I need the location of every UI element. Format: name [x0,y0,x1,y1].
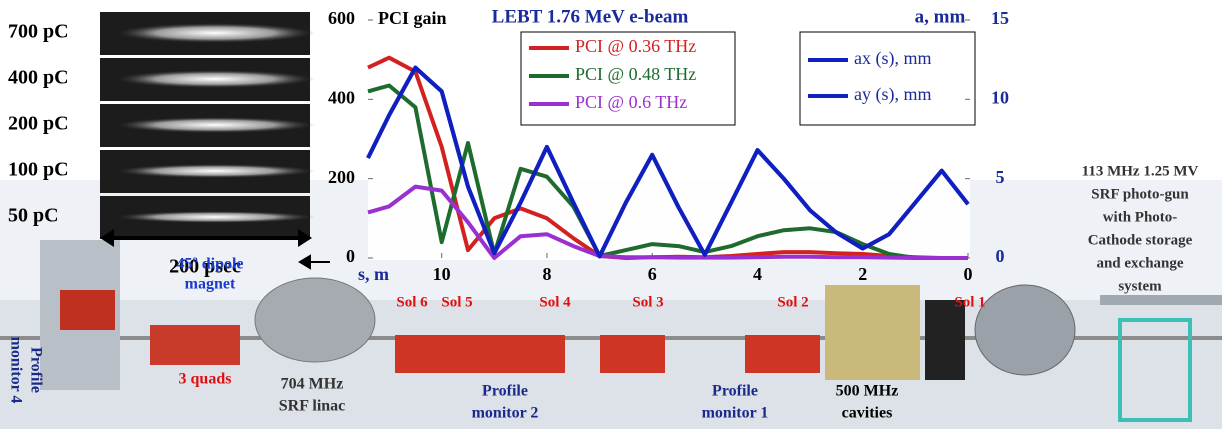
bunch-label: 400 pC [8,67,69,89]
x-tick-label: 4 [753,264,762,284]
beamline-label: Profile [27,347,44,393]
beamline-label: 113 MHz 1.25 MV [1082,163,1199,179]
legend-label: PCI @ 0.36 THz [575,36,696,56]
legend-label: ay (s), mm [854,84,931,105]
beamline-label: monitor 2 [472,405,539,422]
y-axis-label: PCI gain [378,8,447,28]
beamline-label: monitor 4 [7,337,24,404]
bunch-glow [115,211,315,223]
beamline-label: Sol 5 [441,294,472,310]
y-tick-label: 600 [328,8,355,28]
x-tick-label: 10 [433,264,451,284]
bunch-images: 700 pC 400 pC 200 pC 100 pC 50 pC [8,12,315,239]
beamline-label: Profile [482,383,528,400]
chart-title: LEBT 1.76 MeV e-beam [492,6,689,27]
y2-tick-label: 10 [991,87,1009,107]
y2-tick-label: 15 [991,8,1009,28]
x-tick-label: 8 [542,264,551,284]
bunch-label: 200 pC [8,113,69,135]
legend-label: ax (s), mm [854,48,931,69]
figure: 700 pC400 pC200 pC100 pC50 pC 200 psec P… [0,0,1222,429]
y2-axis-label: a, mm [915,6,966,27]
beamline-label: cavities [842,405,893,422]
beamline-label: Sol 4 [539,294,571,310]
bunch-glow [115,164,315,178]
legend-label: PCI @ 0.48 THz [575,64,696,84]
beamline-label: system [1118,278,1162,294]
beamline-label: magnet [185,276,236,293]
bunch-label: 100 pC [8,159,69,181]
bunch-glow [115,23,315,43]
y-tick-label: 200 [328,167,355,187]
y2-tick-label: 0 [996,246,1005,266]
beamline-label: Sol 1 [954,294,985,310]
beamline-label: and exchange [1096,255,1183,271]
bunch-glow [115,117,315,133]
legend-a [800,32,975,125]
bunch-label: 700 pC [8,21,69,43]
x-tick-label: 2 [858,264,867,284]
beamline-label: 45º dipole [176,256,243,273]
beamline-label: 3 quads [179,371,232,388]
bunch-glow [115,70,315,88]
beamline-label: SRF linac [279,398,346,415]
y2-tick-label: 5 [996,167,1005,187]
legend-label: PCI @ 0.6 THz [575,92,687,112]
beamline-label: Cathode storage [1088,232,1193,248]
beamline-label: Sol 3 [632,294,663,310]
beamline-label: Profile [712,383,758,400]
y-tick-label: 400 [328,87,355,107]
beamline-label: monitor 1 [702,405,769,422]
beamline-label: with Photo- [1103,209,1178,225]
bunch-label: 50 pC [8,205,59,227]
beamline-label: Sol 2 [777,294,808,310]
beamline-label: 704 MHz [281,376,344,393]
beamline-label: SRF photo-gun [1091,186,1189,202]
x-axis-label: s, m [358,264,389,284]
y-tick-label: 0 [346,246,355,266]
beamline-label: 500 MHz [836,383,899,400]
x-tick-label: 6 [648,264,657,284]
x-tick-label: 0 [964,264,973,284]
beamline-label: Sol 6 [396,294,428,310]
